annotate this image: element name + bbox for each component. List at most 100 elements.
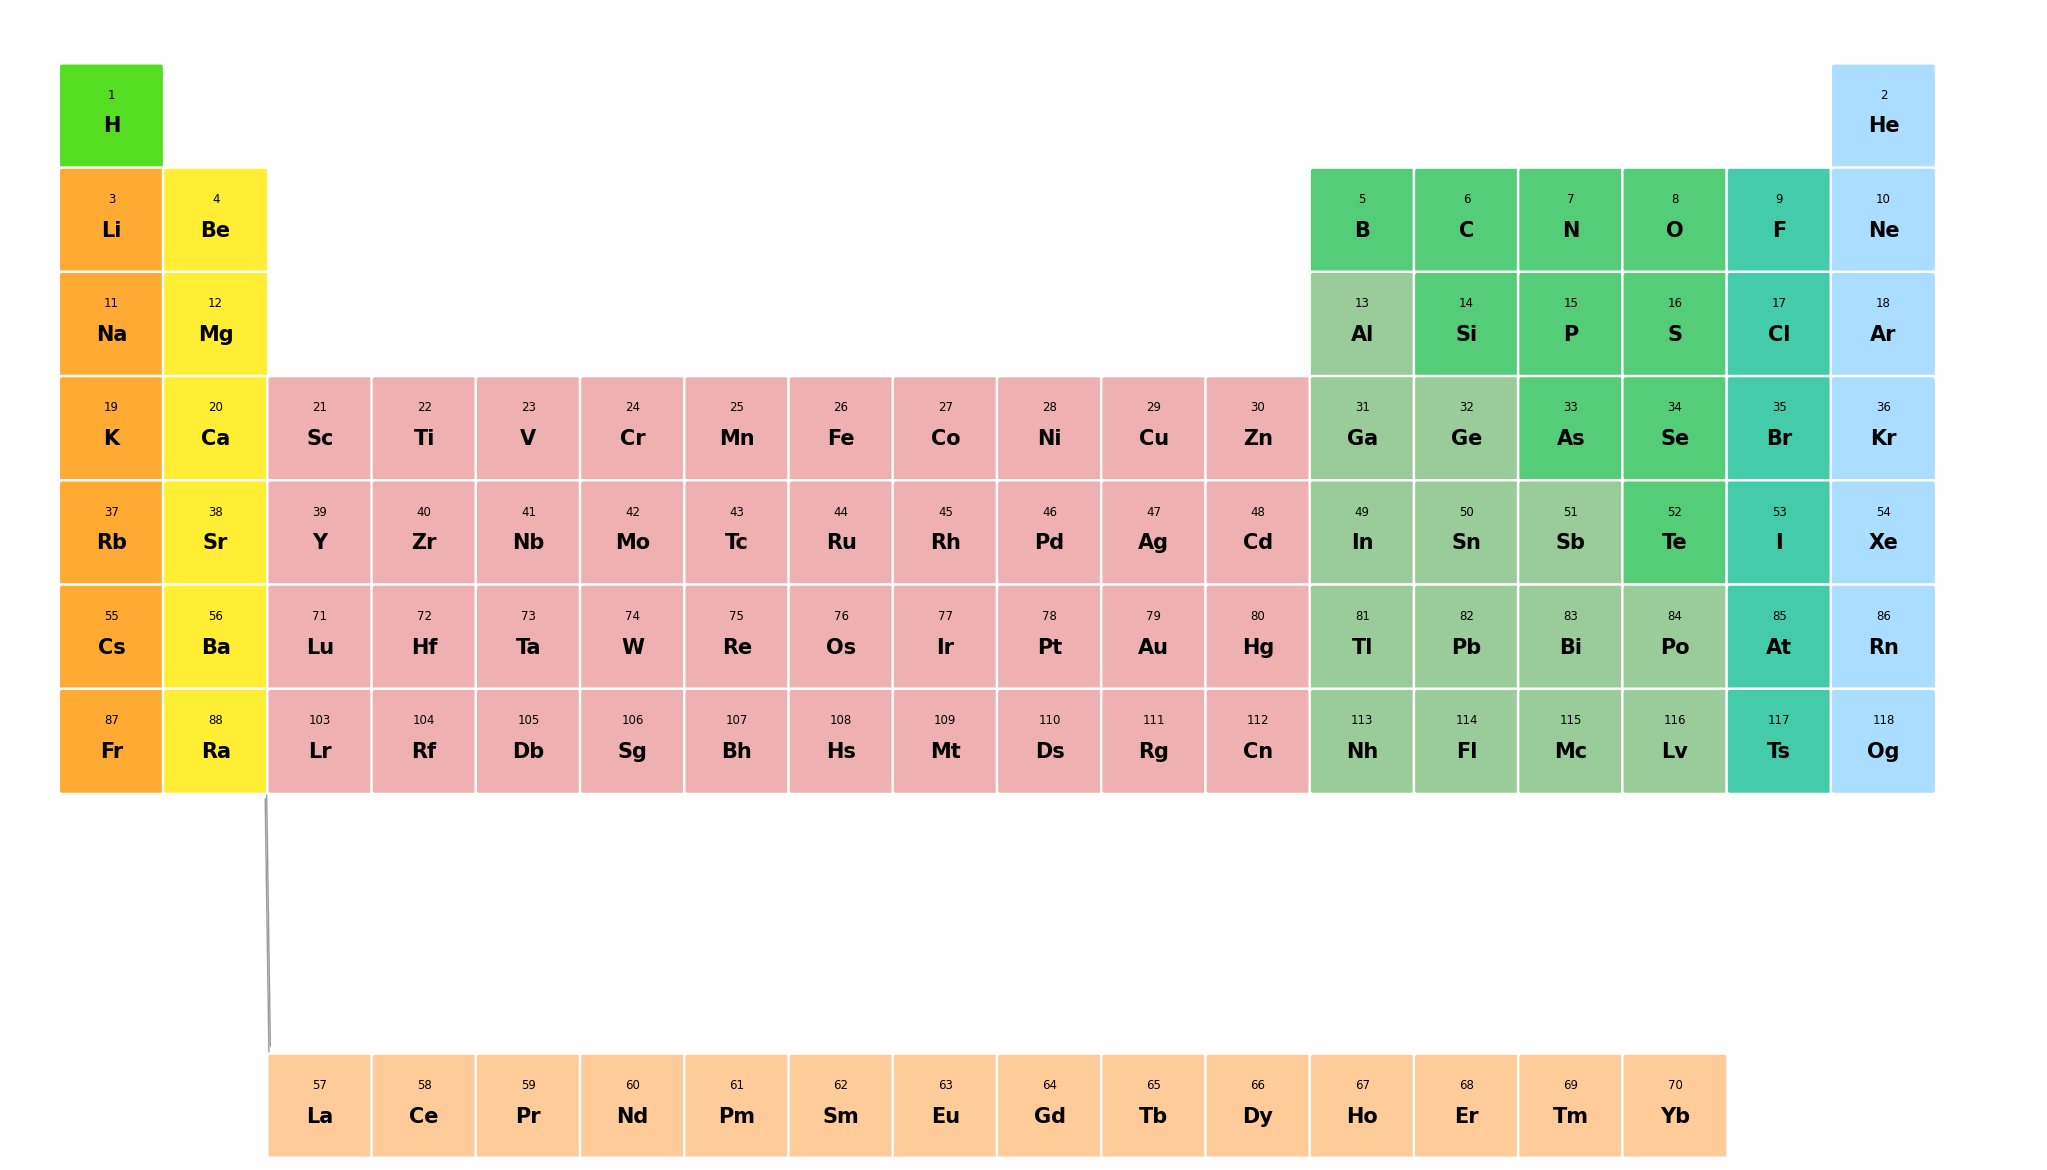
FancyBboxPatch shape <box>59 63 164 168</box>
Text: 7: 7 <box>1568 193 1574 206</box>
Text: Nb: Nb <box>512 534 545 553</box>
Text: S: S <box>1668 325 1683 345</box>
Text: Mo: Mo <box>614 534 651 553</box>
Text: Hs: Hs <box>827 742 856 762</box>
FancyBboxPatch shape <box>475 1053 581 1158</box>
Text: 39: 39 <box>313 505 328 518</box>
Text: F: F <box>1773 221 1787 241</box>
Text: 19: 19 <box>104 401 119 414</box>
Text: Cl: Cl <box>1769 325 1791 345</box>
FancyBboxPatch shape <box>1310 271 1414 377</box>
FancyBboxPatch shape <box>1101 376 1206 481</box>
FancyBboxPatch shape <box>788 1053 895 1158</box>
FancyBboxPatch shape <box>1414 480 1519 585</box>
Text: Ar: Ar <box>1871 325 1898 345</box>
FancyBboxPatch shape <box>1310 689 1414 794</box>
Text: 88: 88 <box>209 714 223 727</box>
FancyBboxPatch shape <box>1310 167 1414 273</box>
Text: Ts: Ts <box>1767 742 1791 762</box>
Text: 113: 113 <box>1351 714 1374 727</box>
FancyBboxPatch shape <box>788 585 895 690</box>
Text: Xe: Xe <box>1869 534 1898 553</box>
Text: Y: Y <box>313 534 328 553</box>
Text: 104: 104 <box>413 714 436 727</box>
Text: 63: 63 <box>938 1079 952 1092</box>
FancyBboxPatch shape <box>579 689 686 794</box>
FancyBboxPatch shape <box>788 376 895 481</box>
FancyBboxPatch shape <box>1726 271 1832 377</box>
FancyBboxPatch shape <box>997 1053 1101 1158</box>
Text: I: I <box>1775 534 1783 553</box>
Text: 76: 76 <box>833 610 850 622</box>
FancyBboxPatch shape <box>1830 585 1936 690</box>
Text: Nd: Nd <box>616 1107 649 1127</box>
Text: Po: Po <box>1660 638 1689 658</box>
Text: 57: 57 <box>313 1079 328 1092</box>
Text: 53: 53 <box>1773 505 1787 518</box>
Text: 28: 28 <box>1042 401 1056 414</box>
Text: 6: 6 <box>1464 193 1470 206</box>
FancyBboxPatch shape <box>1519 1158 1623 1170</box>
Text: 47: 47 <box>1146 505 1161 518</box>
FancyBboxPatch shape <box>371 689 477 794</box>
Text: As: As <box>1556 429 1584 449</box>
Text: Pd: Pd <box>1034 534 1064 553</box>
Text: Si: Si <box>1455 325 1478 345</box>
Text: Eu: Eu <box>931 1107 960 1127</box>
Text: Sm: Sm <box>823 1107 860 1127</box>
Text: Sb: Sb <box>1556 534 1586 553</box>
Text: 118: 118 <box>1873 714 1896 727</box>
FancyBboxPatch shape <box>268 689 373 794</box>
FancyBboxPatch shape <box>1206 689 1310 794</box>
Text: Ho: Ho <box>1347 1107 1378 1127</box>
FancyBboxPatch shape <box>164 480 268 585</box>
Text: Dy: Dy <box>1243 1107 1273 1127</box>
Text: 16: 16 <box>1668 297 1683 310</box>
FancyBboxPatch shape <box>164 689 268 794</box>
Text: 52: 52 <box>1668 505 1683 518</box>
FancyBboxPatch shape <box>1830 63 1936 168</box>
Text: 115: 115 <box>1560 714 1582 727</box>
FancyBboxPatch shape <box>892 585 999 690</box>
Text: 73: 73 <box>520 610 536 622</box>
FancyBboxPatch shape <box>1519 585 1623 690</box>
Text: Cr: Cr <box>620 429 645 449</box>
Text: Al: Al <box>1351 325 1374 345</box>
Text: 34: 34 <box>1668 401 1683 414</box>
FancyBboxPatch shape <box>164 585 268 690</box>
Text: Hg: Hg <box>1243 638 1273 658</box>
Text: 20: 20 <box>209 401 223 414</box>
Text: 5: 5 <box>1359 193 1365 206</box>
Text: 55: 55 <box>104 610 119 622</box>
FancyBboxPatch shape <box>579 1053 686 1158</box>
Text: 46: 46 <box>1042 505 1056 518</box>
Text: Kr: Kr <box>1871 429 1898 449</box>
FancyBboxPatch shape <box>1726 480 1832 585</box>
FancyBboxPatch shape <box>1623 689 1728 794</box>
Text: 40: 40 <box>418 505 432 518</box>
FancyBboxPatch shape <box>1414 1053 1519 1158</box>
Text: Rb: Rb <box>96 534 127 553</box>
FancyBboxPatch shape <box>1519 271 1623 377</box>
Text: Rh: Rh <box>929 534 960 553</box>
FancyBboxPatch shape <box>1206 376 1310 481</box>
FancyBboxPatch shape <box>1101 1053 1206 1158</box>
Text: Ag: Ag <box>1138 534 1169 553</box>
FancyBboxPatch shape <box>164 167 268 273</box>
Text: Mg: Mg <box>199 325 233 345</box>
FancyBboxPatch shape <box>59 271 164 377</box>
Text: 87: 87 <box>104 714 119 727</box>
FancyBboxPatch shape <box>1310 585 1414 690</box>
Text: 65: 65 <box>1146 1079 1161 1092</box>
FancyBboxPatch shape <box>164 376 268 481</box>
Text: 58: 58 <box>418 1079 432 1092</box>
Text: 37: 37 <box>104 505 119 518</box>
FancyBboxPatch shape <box>1414 689 1519 794</box>
Text: Ti: Ti <box>413 429 434 449</box>
Text: Fe: Fe <box>827 429 856 449</box>
Text: 8: 8 <box>1670 193 1679 206</box>
Text: Se: Se <box>1660 429 1689 449</box>
FancyBboxPatch shape <box>268 376 373 481</box>
FancyBboxPatch shape <box>892 376 999 481</box>
FancyBboxPatch shape <box>579 1158 686 1170</box>
